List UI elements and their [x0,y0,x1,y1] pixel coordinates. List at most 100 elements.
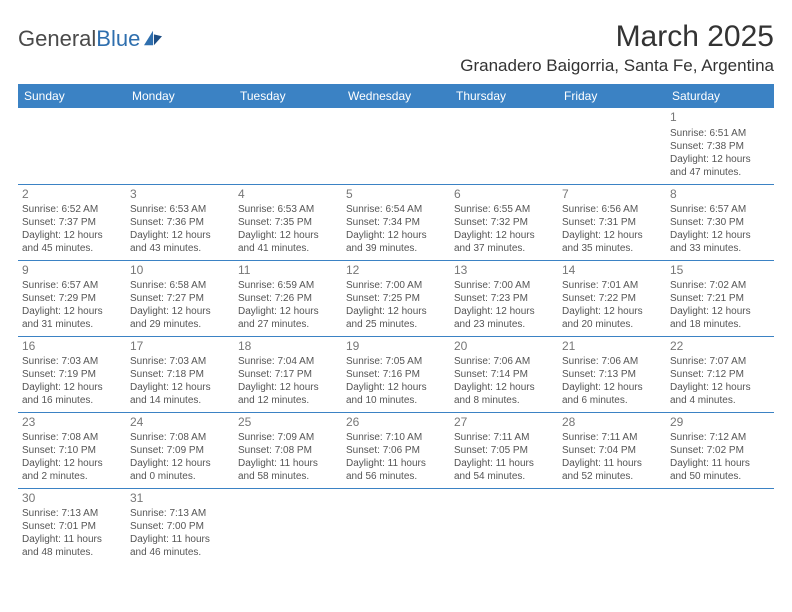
day-cell [450,108,558,184]
sunset-line: Sunset: 7:00 PM [130,520,230,533]
daylight-line-2: and 45 minutes. [22,242,122,255]
daylight-line-1: Daylight: 12 hours [22,381,122,394]
sunrise-line: Sunrise: 7:01 AM [562,279,662,292]
day-number: 26 [346,415,446,431]
week-row: 16Sunrise: 7:03 AMSunset: 7:19 PMDayligh… [18,336,774,412]
daylight-line-1: Daylight: 12 hours [454,381,554,394]
day-cell [234,488,342,564]
daylight-line-1: Daylight: 11 hours [562,457,662,470]
sunset-line: Sunset: 7:10 PM [22,444,122,457]
daylight-line-2: and 48 minutes. [22,546,122,559]
daylight-line-2: and 2 minutes. [22,470,122,483]
daylight-line-2: and 18 minutes. [670,318,770,331]
sunset-line: Sunset: 7:37 PM [22,216,122,229]
sunset-line: Sunset: 7:29 PM [22,292,122,305]
sunset-line: Sunset: 7:06 PM [346,444,446,457]
sunset-line: Sunset: 7:23 PM [454,292,554,305]
calendar-table: Sunday Monday Tuesday Wednesday Thursday… [18,84,774,564]
sunrise-line: Sunrise: 7:00 AM [346,279,446,292]
sunrise-line: Sunrise: 7:11 AM [454,431,554,444]
day-number: 9 [22,263,122,279]
day-cell: 2Sunrise: 6:52 AMSunset: 7:37 PMDaylight… [18,184,126,260]
daylight-line-2: and 50 minutes. [670,470,770,483]
daylight-line-1: Daylight: 12 hours [130,305,230,318]
daylight-line-1: Daylight: 12 hours [130,381,230,394]
sunset-line: Sunset: 7:25 PM [346,292,446,305]
day-cell: 27Sunrise: 7:11 AMSunset: 7:05 PMDayligh… [450,412,558,488]
sunrise-line: Sunrise: 6:53 AM [238,203,338,216]
sunset-line: Sunset: 7:16 PM [346,368,446,381]
day-cell: 29Sunrise: 7:12 AMSunset: 7:02 PMDayligh… [666,412,774,488]
sunset-line: Sunset: 7:09 PM [130,444,230,457]
day-cell: 13Sunrise: 7:00 AMSunset: 7:23 PMDayligh… [450,260,558,336]
sunrise-line: Sunrise: 6:57 AM [670,203,770,216]
daylight-line-1: Daylight: 11 hours [670,457,770,470]
day-cell: 4Sunrise: 6:53 AMSunset: 7:35 PMDaylight… [234,184,342,260]
daylight-line-2: and 8 minutes. [454,394,554,407]
day-header: Wednesday [342,84,450,108]
day-number: 2 [22,187,122,203]
sunset-line: Sunset: 7:21 PM [670,292,770,305]
daylight-line-1: Daylight: 12 hours [454,305,554,318]
day-cell: 7Sunrise: 6:56 AMSunset: 7:31 PMDaylight… [558,184,666,260]
daylight-line-2: and 39 minutes. [346,242,446,255]
daylight-line-2: and 14 minutes. [130,394,230,407]
sunrise-line: Sunrise: 6:52 AM [22,203,122,216]
sunset-line: Sunset: 7:38 PM [670,140,770,153]
day-header: Tuesday [234,84,342,108]
sunset-line: Sunset: 7:30 PM [670,216,770,229]
day-cell: 9Sunrise: 6:57 AMSunset: 7:29 PMDaylight… [18,260,126,336]
daylight-line-2: and 58 minutes. [238,470,338,483]
daylight-line-2: and 41 minutes. [238,242,338,255]
daylight-line-1: Daylight: 12 hours [22,229,122,242]
sunrise-line: Sunrise: 6:51 AM [670,127,770,140]
sunset-line: Sunset: 7:04 PM [562,444,662,457]
day-number: 10 [130,263,230,279]
day-cell: 11Sunrise: 6:59 AMSunset: 7:26 PMDayligh… [234,260,342,336]
daylight-line-1: Daylight: 12 hours [454,229,554,242]
sunrise-line: Sunrise: 7:13 AM [22,507,122,520]
sunset-line: Sunset: 7:01 PM [22,520,122,533]
daylight-line-2: and 46 minutes. [130,546,230,559]
daylight-line-2: and 35 minutes. [562,242,662,255]
daylight-line-1: Daylight: 12 hours [670,381,770,394]
day-cell: 3Sunrise: 6:53 AMSunset: 7:36 PMDaylight… [126,184,234,260]
daylight-line-2: and 37 minutes. [454,242,554,255]
sunset-line: Sunset: 7:31 PM [562,216,662,229]
daylight-line-1: Daylight: 12 hours [346,305,446,318]
day-cell: 6Sunrise: 6:55 AMSunset: 7:32 PMDaylight… [450,184,558,260]
daylight-line-1: Daylight: 11 hours [454,457,554,470]
daylight-line-2: and 4 minutes. [670,394,770,407]
daylight-line-2: and 31 minutes. [22,318,122,331]
day-cell: 23Sunrise: 7:08 AMSunset: 7:10 PMDayligh… [18,412,126,488]
daylight-line-2: and 27 minutes. [238,318,338,331]
month-title: March 2025 [460,20,774,54]
daylight-line-2: and 29 minutes. [130,318,230,331]
sunrise-line: Sunrise: 6:56 AM [562,203,662,216]
day-number: 3 [130,187,230,203]
daylight-line-1: Daylight: 12 hours [346,229,446,242]
day-cell: 28Sunrise: 7:11 AMSunset: 7:04 PMDayligh… [558,412,666,488]
logo-text-1: General [18,26,96,52]
sunset-line: Sunset: 7:13 PM [562,368,662,381]
sunset-line: Sunset: 7:08 PM [238,444,338,457]
sunset-line: Sunset: 7:27 PM [130,292,230,305]
daylight-line-2: and 52 minutes. [562,470,662,483]
sunrise-line: Sunrise: 7:03 AM [130,355,230,368]
daylight-line-2: and 0 minutes. [130,470,230,483]
sunset-line: Sunset: 7:18 PM [130,368,230,381]
sunrise-line: Sunrise: 6:59 AM [238,279,338,292]
day-cell [666,488,774,564]
day-number: 17 [130,339,230,355]
day-header: Sunday [18,84,126,108]
day-number: 8 [670,187,770,203]
daylight-line-1: Daylight: 12 hours [130,229,230,242]
day-number: 12 [346,263,446,279]
sunrise-line: Sunrise: 7:10 AM [346,431,446,444]
daylight-line-2: and 56 minutes. [346,470,446,483]
week-row: 9Sunrise: 6:57 AMSunset: 7:29 PMDaylight… [18,260,774,336]
location-text: Granadero Baigorria, Santa Fe, Argentina [460,56,774,76]
day-cell: 17Sunrise: 7:03 AMSunset: 7:18 PMDayligh… [126,336,234,412]
daylight-line-1: Daylight: 12 hours [22,457,122,470]
daylight-line-2: and 54 minutes. [454,470,554,483]
